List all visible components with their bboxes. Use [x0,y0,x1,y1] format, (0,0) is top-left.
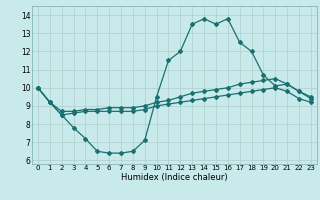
X-axis label: Humidex (Indice chaleur): Humidex (Indice chaleur) [121,173,228,182]
